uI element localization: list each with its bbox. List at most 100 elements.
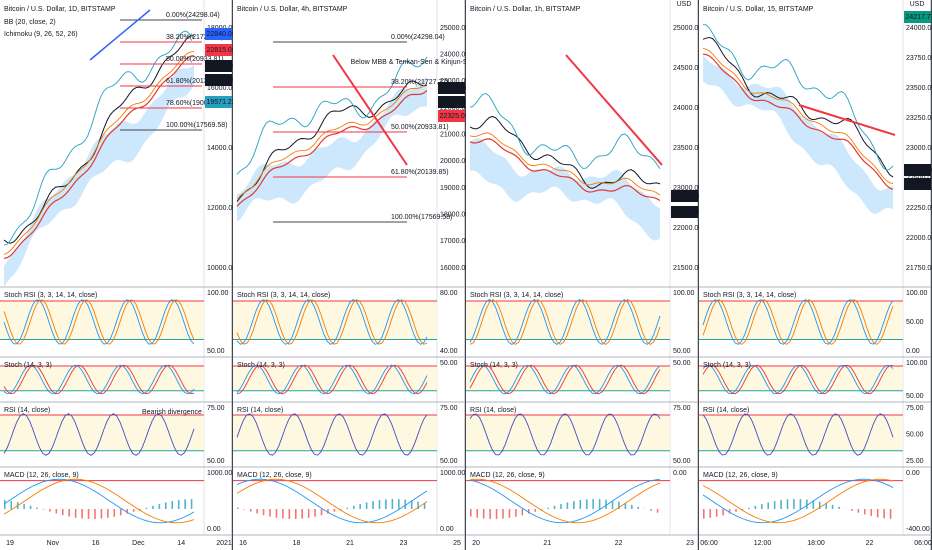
indicator-band xyxy=(466,415,670,451)
histogram-bar xyxy=(650,509,652,511)
histogram-bar xyxy=(314,509,316,517)
histogram-bar xyxy=(592,499,594,509)
price-box-label: 22741.76 xyxy=(207,63,236,70)
price-axis-label: 20000.00 xyxy=(440,158,469,165)
price-box xyxy=(205,60,232,72)
price-axis-label: 23750.00 xyxy=(906,55,932,62)
histogram-bar xyxy=(553,505,556,509)
histogram-bar xyxy=(748,507,750,509)
indicator-signal xyxy=(236,299,428,345)
histogram-bar xyxy=(145,507,148,509)
price-axis-label: 23250.00 xyxy=(906,115,932,122)
indicator-line xyxy=(702,364,894,395)
indicator-line xyxy=(469,413,661,456)
histogram-bar xyxy=(495,509,498,519)
histogram-bar xyxy=(61,509,64,516)
fib-label: 0.00%(24298.04) xyxy=(166,12,220,19)
price-axis-label: 17000.00 xyxy=(440,238,469,245)
histogram-bar xyxy=(190,499,193,509)
histogram-bar xyxy=(340,509,342,510)
histogram-bar xyxy=(534,509,537,512)
fib-label: 61.80%(20139.85) xyxy=(166,78,224,85)
trend-line xyxy=(798,104,896,136)
histogram-bar xyxy=(605,499,607,509)
bollinger-basis xyxy=(702,53,894,190)
indicator-line xyxy=(3,364,195,395)
price-box xyxy=(904,11,931,23)
indicator-tick: 40.00 xyxy=(440,348,458,355)
histogram-bar xyxy=(139,509,141,510)
price-box-label: 22741.76 xyxy=(673,193,702,200)
histogram-bar xyxy=(489,509,491,519)
price-line xyxy=(702,36,894,178)
histogram-bar xyxy=(288,509,291,519)
price-box xyxy=(205,74,232,86)
indicator-band xyxy=(0,366,204,391)
histogram-bar xyxy=(262,509,265,516)
time-axis-label: 06:00 xyxy=(700,540,718,547)
indicator-signal xyxy=(702,478,894,524)
indicator-tick: 0.00 xyxy=(906,348,920,355)
indicator-line xyxy=(236,364,428,395)
ichimoku-cloud xyxy=(4,64,194,287)
fib-label: 100.00%(17569.58) xyxy=(166,122,228,129)
time-axis-label: 18:00 xyxy=(807,540,825,547)
kijun-line xyxy=(3,51,195,255)
indicator-tick: -400.00 xyxy=(906,526,930,533)
histogram-bar xyxy=(256,509,258,514)
histogram-bar xyxy=(423,503,426,509)
price-box xyxy=(205,96,232,108)
fib-label: 100.00%(17569.58) xyxy=(391,214,453,221)
indicator-tick: 50.00 xyxy=(207,348,225,355)
price-box xyxy=(438,96,465,108)
price-axis-label: 16000.00 xyxy=(207,85,236,92)
panel-bg xyxy=(466,0,699,550)
histogram-bar xyxy=(876,509,879,518)
indicator-name: Stoch RSI (3, 3, 14, 14, close) xyxy=(4,292,97,299)
indicator-tick: 75.00 xyxy=(440,405,458,412)
histogram-bar xyxy=(29,505,32,509)
histogram-bar xyxy=(806,499,808,509)
indicator-tick: 25.00 xyxy=(906,458,924,465)
indicator-signal xyxy=(3,364,195,395)
price-axis-label: 24500.00 xyxy=(673,65,702,72)
price-axis-label: 19000.00 xyxy=(440,185,469,192)
price-line xyxy=(469,115,661,189)
price-box xyxy=(205,28,232,40)
histogram-bar xyxy=(870,509,873,516)
price-axis-label: 25000.00 xyxy=(440,25,469,32)
indicator-signal xyxy=(3,478,195,524)
indicator-signal xyxy=(236,478,428,524)
indicator-tick: 50.00 xyxy=(906,393,924,400)
fib-label: 38.20%(21727.77) xyxy=(166,34,224,41)
time-axis-label: 12:00 xyxy=(754,540,772,547)
price-box-label: 17:40:13 xyxy=(207,77,234,84)
indicator-tick: 1000.00 xyxy=(440,470,465,477)
histogram-bar xyxy=(703,509,705,519)
price-axis-label: 23500.00 xyxy=(673,145,702,152)
price-axis-label: 21750.00 xyxy=(906,265,932,272)
overlay-label: BB (20, close, 2) xyxy=(4,19,56,26)
histogram-bar xyxy=(36,507,38,509)
histogram-bar xyxy=(851,509,853,511)
indicator-tick: 0.00 xyxy=(906,470,920,477)
histogram-bar xyxy=(527,509,530,514)
price-box-label: 22 40:32 xyxy=(673,209,700,216)
indicator-tick: 50.00 xyxy=(673,348,691,355)
price-axis-label: 23500.00 xyxy=(906,85,932,92)
price-axis-label: 24000.00 xyxy=(440,52,469,59)
indicator-signal xyxy=(3,299,195,345)
indicator-signal xyxy=(702,299,894,345)
indicator-annotation: Bearish divergence xyxy=(142,409,202,416)
histogram-bar xyxy=(398,499,400,509)
histogram-bar xyxy=(23,503,25,509)
histogram-bar xyxy=(864,509,866,515)
trend-line xyxy=(565,54,663,166)
indicator-signal xyxy=(469,299,661,345)
histogram-bar xyxy=(799,499,802,509)
price-box xyxy=(904,178,931,190)
fib-label: 0.00%(24298.04) xyxy=(391,34,445,41)
histogram-bar xyxy=(177,500,180,509)
histogram-bar xyxy=(715,509,718,517)
